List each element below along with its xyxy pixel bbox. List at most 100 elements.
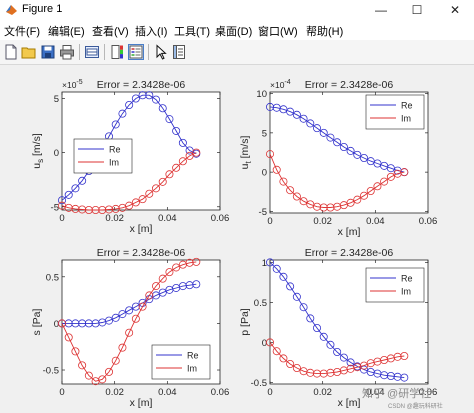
- property-inspector-icon[interactable]: [171, 44, 187, 60]
- y-tick-label: -5: [259, 207, 267, 218]
- toolbar: [0, 40, 474, 65]
- data-point: [158, 104, 167, 113]
- legend-icon[interactable]: [128, 44, 144, 60]
- data-point: [78, 205, 87, 214]
- data-point: [172, 163, 181, 172]
- data-point: [326, 203, 335, 212]
- y-tick-label: 0.5: [254, 298, 267, 309]
- data-point: [58, 319, 67, 328]
- data-point: [319, 203, 328, 212]
- data-point: [313, 369, 322, 378]
- data-point: [138, 195, 147, 204]
- title-bar: Figure 1 — ☐ ✕: [0, 0, 474, 20]
- data-point: [333, 138, 342, 147]
- menu-tools[interactable]: 工具(T): [174, 26, 211, 38]
- colorbar-icon[interactable]: [109, 44, 125, 60]
- data-point: [286, 107, 295, 116]
- data-point: [339, 143, 348, 152]
- exponent-power: -5: [76, 79, 82, 86]
- link-plot-icon[interactable]: [84, 44, 100, 60]
- data-point: [346, 198, 355, 207]
- new-figure-icon[interactable]: [3, 44, 19, 60]
- print-icon[interactable]: [59, 44, 75, 60]
- data-point: [326, 368, 335, 377]
- series-line-im: [269, 342, 405, 375]
- menu-file[interactable]: 文件(F): [4, 26, 41, 38]
- series-line-re: [269, 262, 405, 379]
- save-icon[interactable]: [40, 44, 56, 60]
- y-tick-label: 5: [54, 94, 59, 105]
- matlab-icon: [6, 5, 17, 15]
- menu-help[interactable]: 帮助(H): [306, 26, 344, 38]
- data-point: [319, 369, 328, 378]
- data-point: [125, 100, 134, 109]
- data-point: [400, 373, 409, 382]
- data-point: [178, 138, 187, 147]
- open-file-icon[interactable]: [21, 44, 37, 60]
- data-point: [192, 257, 201, 266]
- edit-plot-icon[interactable]: [153, 44, 169, 60]
- data-point: [192, 280, 201, 289]
- data-point: [98, 375, 107, 384]
- data-point: [71, 184, 80, 193]
- data-point: [353, 150, 362, 159]
- data-point: [118, 310, 127, 319]
- data-point: [400, 168, 409, 177]
- menu-edit[interactable]: 编辑(E): [48, 26, 85, 38]
- legend-label: Im: [401, 287, 411, 297]
- menu-view[interactable]: 查看(V): [92, 26, 129, 38]
- data-point: [178, 282, 187, 291]
- menu-insert[interactable]: 插入(I): [135, 26, 168, 38]
- data-point: [339, 353, 348, 362]
- maximize-icon: ☐: [411, 3, 423, 17]
- data-point: [125, 306, 134, 315]
- y-tick-label: 0: [262, 168, 267, 179]
- watermark: 知乎 @研学社: [362, 386, 431, 400]
- legend-label: Im: [109, 158, 119, 168]
- data-point: [165, 268, 174, 277]
- data-point: [306, 368, 315, 377]
- y-tick-label: -5: [51, 202, 59, 213]
- data-point: [138, 302, 147, 311]
- data-point: [125, 201, 134, 210]
- legend-label: Im: [401, 114, 411, 124]
- data-point: [292, 292, 301, 301]
- data-point: [366, 187, 375, 196]
- y-axis-label: s [Pa]: [31, 309, 43, 336]
- data-point: [158, 288, 167, 297]
- data-point: [286, 359, 295, 368]
- data-point: [152, 184, 161, 193]
- data-point: [152, 95, 161, 104]
- data-point: [145, 291, 154, 300]
- data-point: [78, 361, 87, 370]
- data-point: [306, 119, 315, 128]
- x-tick-label: 0: [59, 387, 64, 398]
- data-point: [326, 133, 335, 142]
- exponent-label: ×10-5: [62, 79, 83, 90]
- data-point: [279, 272, 288, 281]
- data-point: [353, 195, 362, 204]
- data-point: [319, 332, 328, 341]
- data-point: [185, 151, 194, 160]
- x-tick-label: 0.06: [211, 387, 230, 398]
- data-point: [386, 371, 395, 380]
- y-tick-label: -0.5: [251, 378, 267, 389]
- data-point: [265, 150, 274, 159]
- menu-window[interactable]: 窗口(W): [258, 26, 298, 38]
- close-icon: ✕: [449, 3, 461, 17]
- series-line-re: [269, 106, 405, 173]
- minimize-button[interactable]: —: [364, 0, 398, 20]
- data-point: [111, 313, 120, 322]
- data-point: [400, 351, 409, 360]
- data-point: [152, 291, 161, 300]
- maximize-button[interactable]: ☐: [400, 0, 434, 20]
- menu-desktop[interactable]: 桌面(D): [215, 26, 253, 38]
- toolbar-separator: [104, 44, 105, 60]
- data-point: [91, 205, 100, 214]
- close-button[interactable]: ✕: [438, 0, 472, 20]
- chart-title: Error = 2.3428e-06: [305, 79, 394, 91]
- data-point: [185, 258, 194, 267]
- series-line-im: [61, 261, 197, 382]
